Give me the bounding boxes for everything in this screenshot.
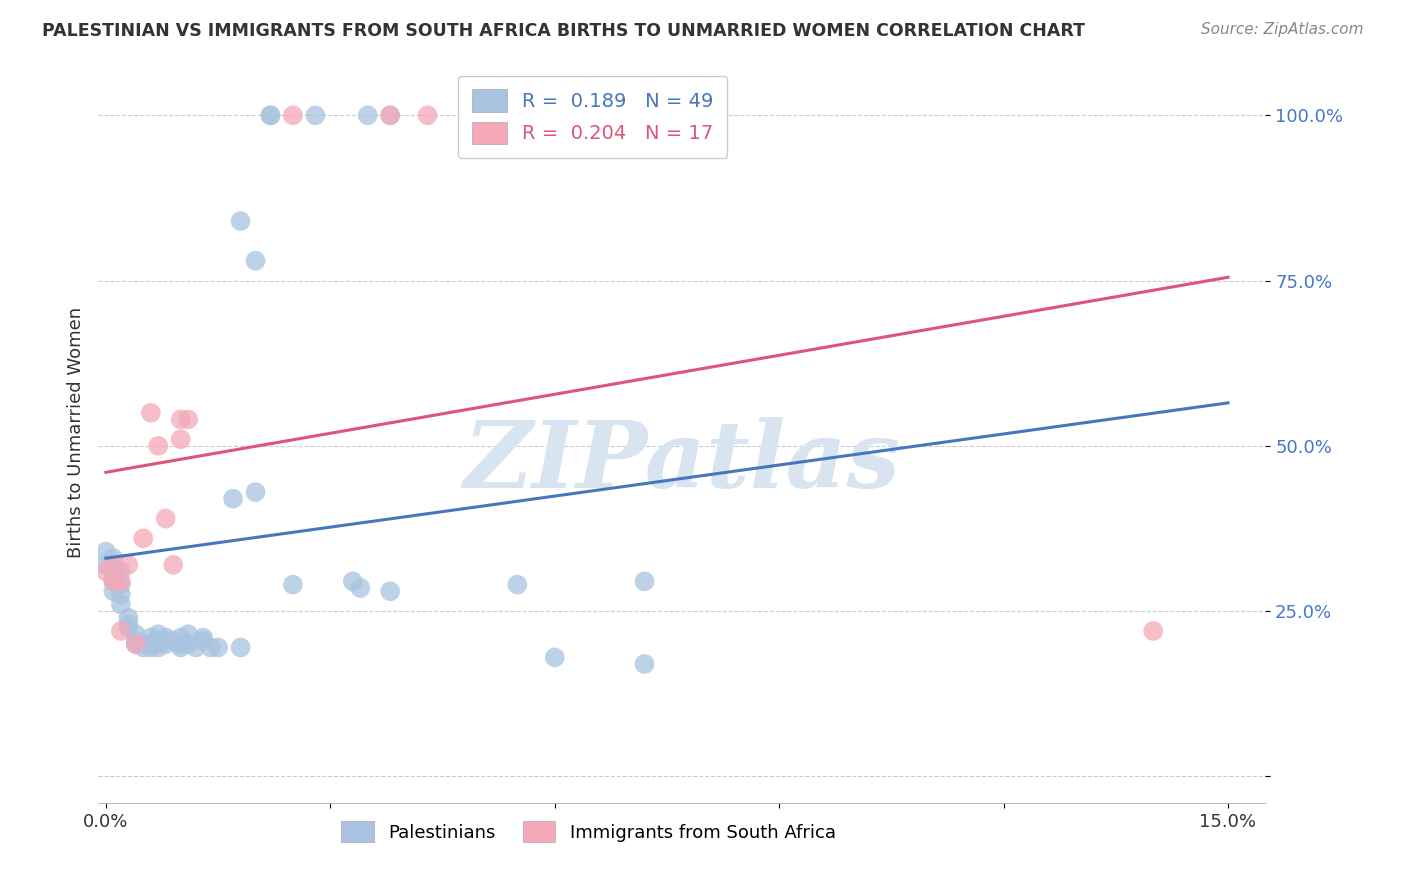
Point [94, 565, 117, 579]
Text: ZIPatlas: ZIPatlas [464, 417, 900, 508]
Point [117, 611, 139, 625]
Point [103, 551, 125, 566]
Point [170, 637, 193, 651]
Point [416, 108, 439, 122]
Point [170, 631, 193, 645]
Point [103, 565, 125, 579]
Point [1142, 624, 1164, 638]
Point [110, 577, 132, 591]
Point [207, 640, 229, 655]
Point [349, 581, 371, 595]
Point [110, 574, 132, 589]
Point [170, 640, 193, 655]
Point [222, 491, 245, 506]
Point [103, 558, 125, 572]
Point [357, 108, 380, 122]
Point [125, 627, 148, 641]
Point [281, 577, 304, 591]
Point [304, 108, 326, 122]
Point [132, 640, 155, 655]
Point [191, 633, 214, 648]
Point [125, 633, 148, 648]
Point [200, 640, 222, 655]
Point [342, 574, 364, 589]
Text: Source: ZipAtlas.com: Source: ZipAtlas.com [1201, 22, 1364, 37]
Point [259, 108, 281, 122]
Point [148, 439, 170, 453]
Point [633, 574, 655, 589]
Point [162, 558, 184, 572]
Point [155, 511, 177, 525]
Point [506, 577, 529, 591]
Point [117, 617, 139, 632]
Point [110, 565, 132, 579]
Point [229, 640, 252, 655]
Point [148, 633, 170, 648]
Point [103, 565, 125, 579]
Point [281, 108, 304, 122]
Point [117, 558, 139, 572]
Point [139, 631, 162, 645]
Point [544, 650, 567, 665]
Y-axis label: Births to Unmarried Women: Births to Unmarried Women [66, 307, 84, 558]
Point [229, 214, 252, 228]
Point [380, 108, 402, 122]
Point [162, 633, 184, 648]
Point [94, 544, 117, 558]
Point [170, 432, 193, 446]
Point [380, 584, 402, 599]
Point [155, 631, 177, 645]
Point [125, 637, 148, 651]
Point [633, 657, 655, 671]
Point [155, 637, 177, 651]
Point [184, 640, 207, 655]
Point [259, 108, 281, 122]
Point [103, 584, 125, 599]
Point [191, 631, 214, 645]
Point [110, 624, 132, 638]
Point [103, 574, 125, 589]
Point [110, 588, 132, 602]
Point [148, 627, 170, 641]
Point [125, 637, 148, 651]
Point [245, 485, 267, 500]
Text: PALESTINIAN VS IMMIGRANTS FROM SOUTH AFRICA BIRTHS TO UNMARRIED WOMEN CORRELATIO: PALESTINIAN VS IMMIGRANTS FROM SOUTH AFR… [42, 22, 1085, 40]
Point [170, 412, 193, 426]
Point [139, 406, 162, 420]
Point [177, 637, 200, 651]
Point [177, 627, 200, 641]
Point [103, 574, 125, 589]
Point [245, 253, 267, 268]
Point [132, 637, 155, 651]
Point [148, 640, 170, 655]
Point [380, 108, 402, 122]
Legend: Palestinians, Immigrants from South Africa: Palestinians, Immigrants from South Afri… [335, 814, 844, 849]
Point [132, 532, 155, 546]
Point [117, 621, 139, 635]
Point [110, 598, 132, 612]
Point [94, 558, 117, 572]
Point [139, 640, 162, 655]
Point [139, 637, 162, 651]
Point [177, 412, 200, 426]
